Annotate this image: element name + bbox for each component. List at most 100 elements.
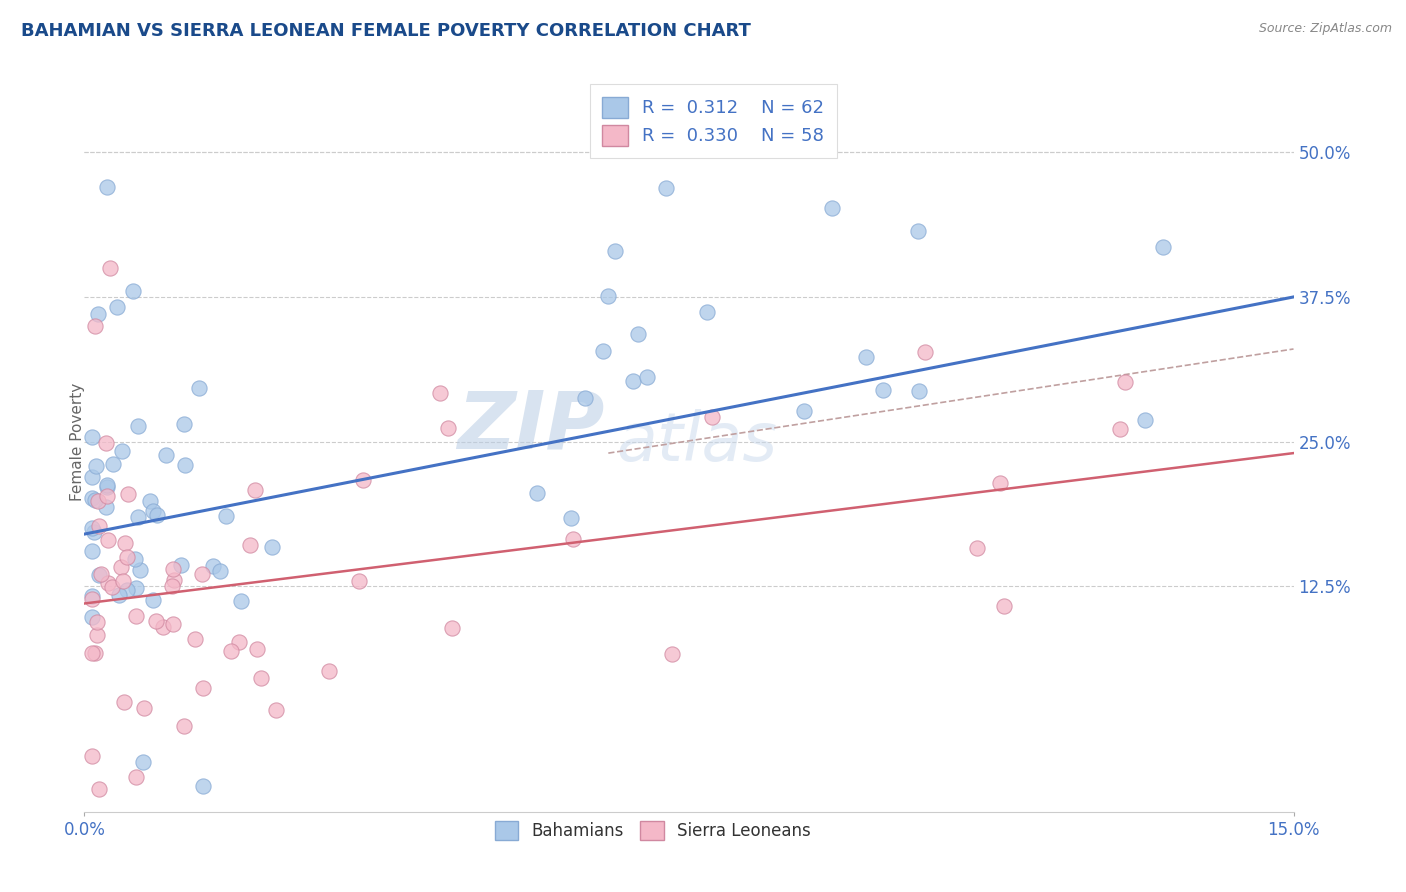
Point [96, 489, 118, 503]
Point [596, 289, 619, 303]
Point [89, 519, 111, 533]
Point [105, 301, 128, 315]
Point [228, 635, 250, 649]
Point [128, 563, 150, 577]
Point [621, 374, 644, 388]
Point [429, 386, 451, 401]
Point [188, 381, 211, 395]
Point [173, 458, 195, 472]
Point [318, 665, 340, 679]
Y-axis label: Female Poverty: Female Poverty [70, 383, 84, 500]
Point [250, 671, 273, 685]
Point [661, 648, 683, 662]
Point [125, 581, 148, 595]
Point [96, 480, 118, 494]
Point [86, 628, 108, 642]
Point [966, 541, 988, 555]
Point [101, 580, 124, 594]
Point [190, 567, 212, 582]
Point [908, 384, 931, 398]
Point [111, 574, 134, 588]
Point [193, 779, 215, 793]
Point [87, 307, 110, 321]
Point [627, 326, 650, 341]
Point [907, 225, 929, 239]
Point [86, 615, 108, 629]
Point [347, 574, 370, 589]
Point [82, 592, 104, 607]
Point [101, 457, 124, 471]
Point [872, 383, 894, 397]
Point [162, 562, 184, 576]
Point [173, 417, 195, 431]
Point [114, 535, 136, 549]
Point [574, 391, 596, 405]
Point [238, 538, 260, 552]
Point [655, 180, 678, 194]
Point [94, 435, 117, 450]
Point [82, 544, 104, 558]
Point [82, 646, 104, 660]
Point [914, 344, 936, 359]
Point [193, 681, 215, 696]
Legend: Bahamians, Sierra Leoneans: Bahamians, Sierra Leoneans [482, 809, 823, 852]
Point [160, 579, 183, 593]
Point [202, 559, 225, 574]
Point [125, 608, 148, 623]
Point [229, 594, 252, 608]
Point [219, 644, 242, 658]
Point [636, 369, 658, 384]
Point [352, 473, 374, 487]
Point [83, 646, 105, 660]
Point [94, 500, 117, 514]
Point [112, 695, 135, 709]
Point [152, 620, 174, 634]
Point [437, 421, 460, 435]
Point [243, 483, 266, 497]
Point [603, 244, 626, 259]
Text: BAHAMIAN VS SIERRA LEONEAN FEMALE POVERTY CORRELATION CHART: BAHAMIAN VS SIERRA LEONEAN FEMALE POVERT… [21, 22, 751, 40]
Point [115, 549, 138, 564]
Point [132, 700, 155, 714]
Point [83, 525, 105, 540]
Point [82, 429, 104, 443]
Point [127, 418, 149, 433]
Point [821, 201, 844, 215]
Point [526, 486, 548, 500]
Point [108, 588, 131, 602]
Point [139, 494, 162, 508]
Point [170, 558, 193, 573]
Point [264, 702, 287, 716]
Point [440, 620, 463, 634]
Point [162, 616, 184, 631]
Point [87, 568, 110, 582]
Point [155, 448, 177, 462]
Point [122, 284, 145, 298]
Point [145, 614, 167, 628]
Point [173, 719, 195, 733]
Point [146, 508, 169, 523]
Point [988, 475, 1011, 490]
Text: ZIP: ZIP [457, 388, 605, 466]
Point [111, 444, 134, 458]
Point [214, 509, 236, 524]
Point [82, 748, 104, 763]
Point [592, 344, 614, 359]
Point [696, 305, 718, 319]
Point [117, 487, 139, 501]
Point [560, 511, 582, 525]
Point [142, 593, 165, 607]
Point [82, 521, 104, 535]
Point [1133, 413, 1156, 427]
Point [96, 477, 118, 491]
Point [110, 560, 132, 574]
Point [82, 491, 104, 505]
Point [993, 599, 1015, 613]
Point [83, 318, 105, 333]
Point [115, 583, 138, 598]
Point [89, 781, 111, 796]
Point [98, 260, 121, 275]
Point [127, 509, 149, 524]
Point [82, 609, 104, 624]
Point [208, 564, 231, 578]
